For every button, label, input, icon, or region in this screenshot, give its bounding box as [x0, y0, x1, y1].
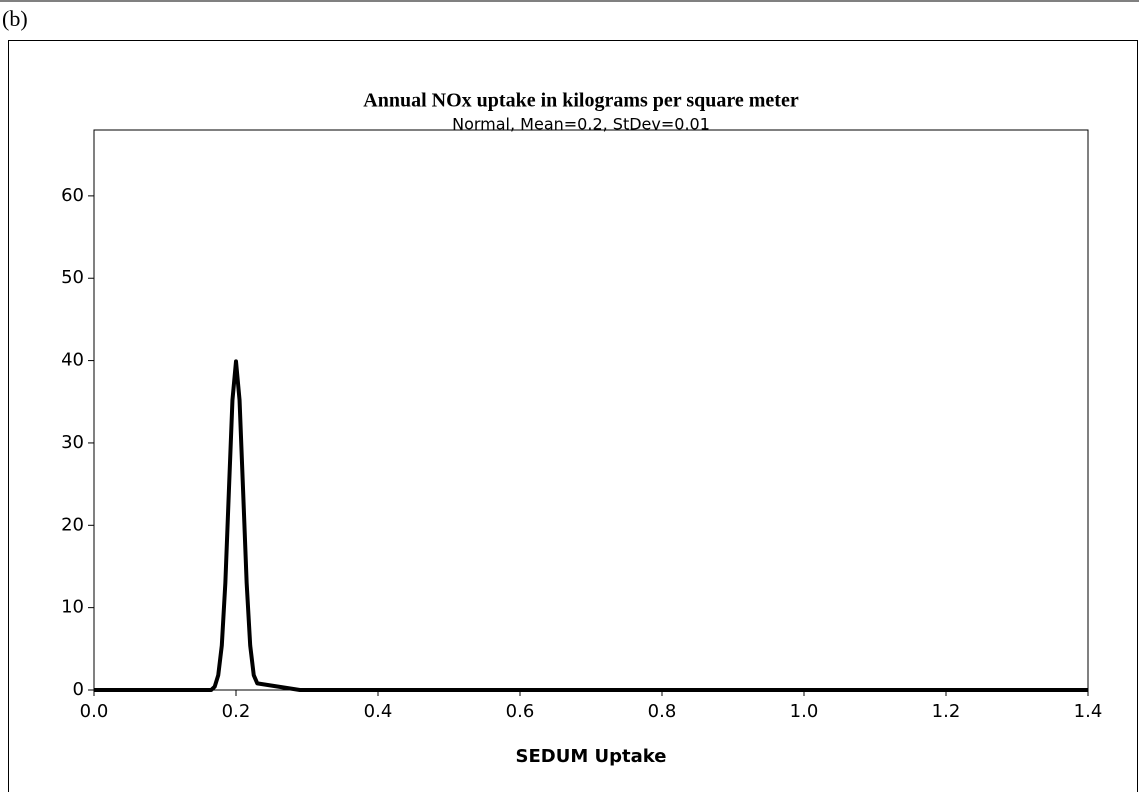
x-tick-label: 1.4: [1074, 701, 1103, 722]
y-tick-label: 0: [73, 679, 84, 700]
x-axis-label: SEDUM Uptake: [516, 746, 667, 767]
y-tick-label: 40: [61, 350, 84, 371]
chart-frame: [8, 40, 1138, 792]
data-line: [94, 359, 1088, 692]
plot-area: [93, 129, 1089, 691]
chart-title: Annual NOx uptake in kilograms per squar…: [363, 90, 799, 112]
panel-label: (b): [2, 6, 28, 31]
y-tick-label: 30: [61, 432, 84, 453]
x-tick-label: 0.6: [506, 701, 535, 722]
chart-subtitle: Normal, Mean=0.2, StDev=0.01: [452, 115, 710, 134]
x-tick-label: 0.8: [648, 701, 677, 722]
y-tick-label: 20: [61, 514, 84, 535]
y-tick-label: 10: [61, 597, 84, 618]
x-tick-label: 1.2: [932, 701, 961, 722]
x-tick-label: 0.4: [364, 701, 393, 722]
x-tick-label: 0.0: [80, 701, 109, 722]
y-tick-label: 60: [61, 185, 84, 206]
x-tick-label: 0.2: [222, 701, 251, 722]
y-tick-label: 50: [61, 267, 84, 288]
x-tick-label: 1.0: [790, 701, 819, 722]
